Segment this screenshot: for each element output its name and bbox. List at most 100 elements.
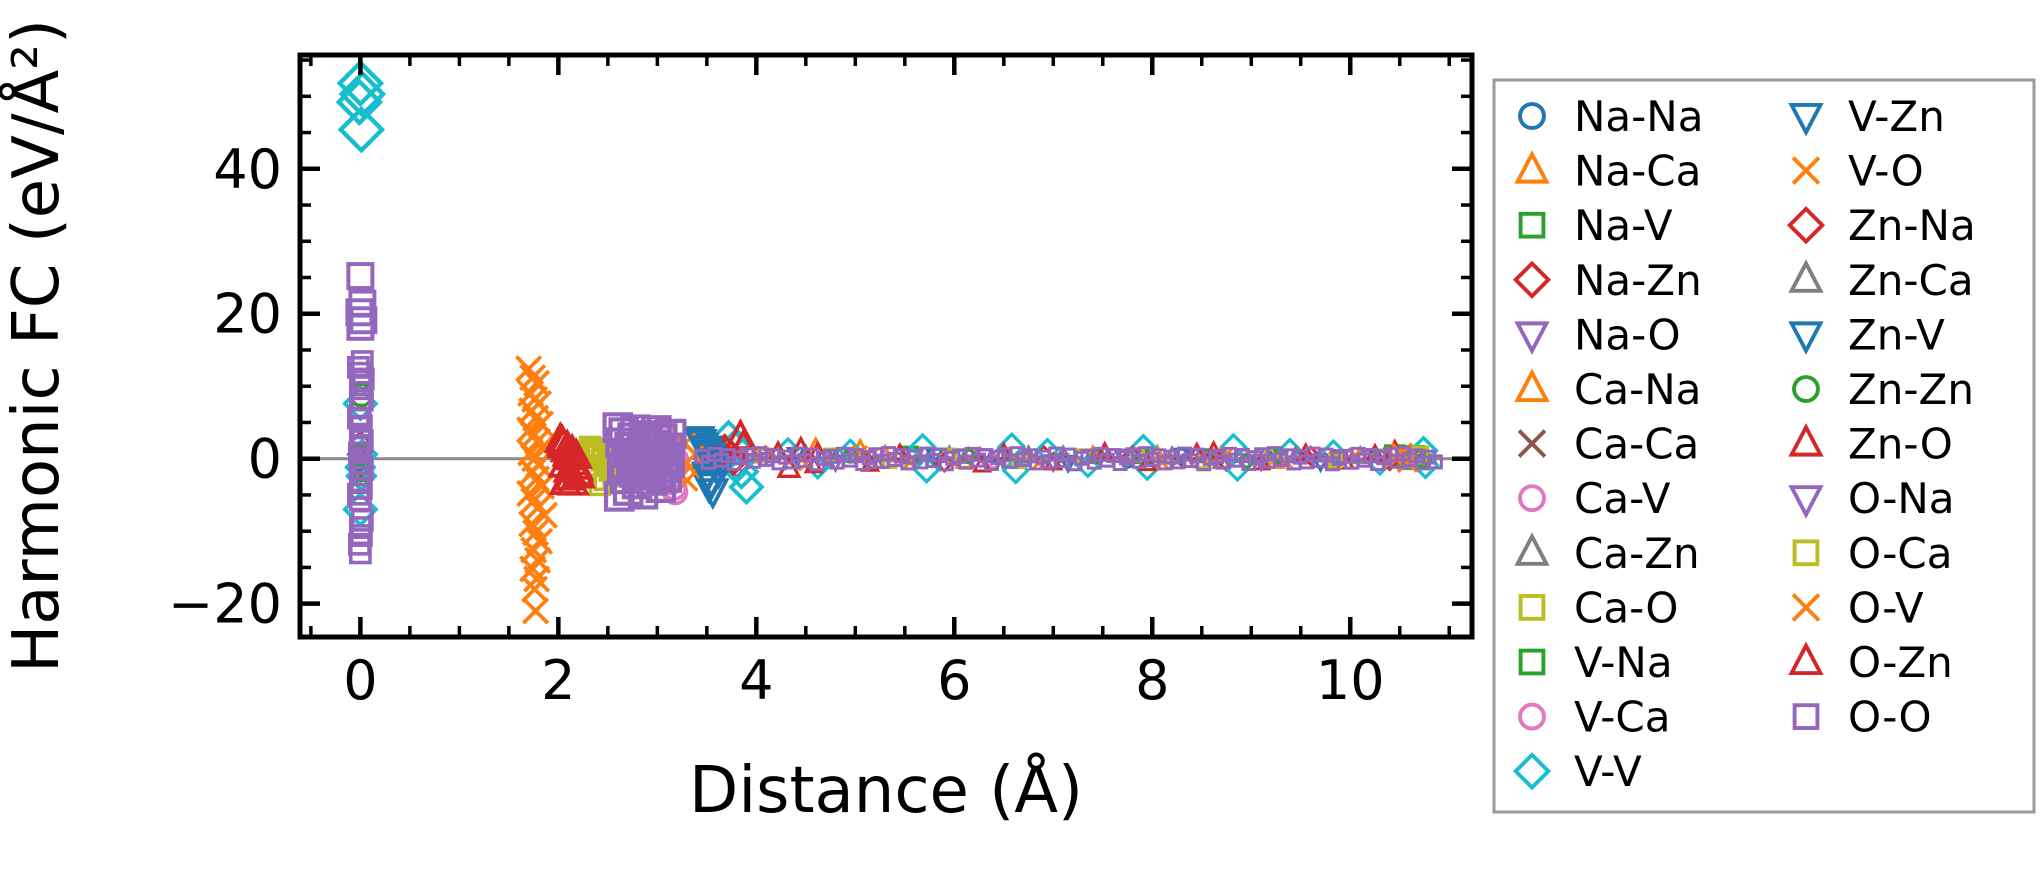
- legend-item-O-O: O-O: [1792, 693, 1932, 742]
- square-marker: [349, 477, 373, 500]
- circle-marker: [1518, 702, 1546, 731]
- legend-label: O-Na: [1848, 474, 1955, 523]
- square-marker: [350, 429, 374, 452]
- legend-label: V-Na: [1574, 638, 1673, 687]
- legend-item-V-Zn: V-Zn: [1788, 92, 1945, 141]
- x-marker: [521, 575, 549, 603]
- square-marker: [350, 350, 374, 373]
- legend-item-O-Zn: O-Zn: [1788, 638, 1953, 687]
- legend-label: Zn-Zn: [1848, 365, 1974, 414]
- x-tick-label: 8: [1135, 649, 1169, 712]
- legend-item-Zn-V: Zn-V: [1788, 310, 1945, 359]
- legend-label: Zn-Na: [1848, 201, 1976, 250]
- x-marker: [515, 355, 543, 383]
- triangle-up-marker: [728, 428, 759, 457]
- legend-label: Zn-V: [1848, 310, 1945, 359]
- square-marker: [349, 361, 373, 385]
- legend-label: Na-Ca: [1574, 147, 1701, 196]
- legend-item-O-Na: O-Na: [1788, 474, 1955, 523]
- scatter-series-V-O: [515, 355, 1364, 625]
- diamond-marker: [1786, 206, 1826, 245]
- x-marker: [530, 501, 559, 529]
- triangle-up-marker: [1788, 641, 1824, 675]
- square-marker: [646, 423, 678, 454]
- circle-marker: [1518, 484, 1546, 513]
- x-marker: [1791, 156, 1821, 185]
- legend-label: Ca-Na: [1574, 365, 1701, 414]
- square-marker: [350, 508, 374, 532]
- square-marker: [649, 441, 681, 473]
- legend-item-O-Ca: O-Ca: [1792, 529, 1952, 578]
- square-marker: [346, 262, 375, 291]
- legend-item-Zn-Ca: Zn-Ca: [1788, 256, 1974, 305]
- legend: Na-Na Na-Ca Na-V Na-Zn Na-O Ca-Na Ca-Ca Ca-V Ca-…: [1492, 78, 2036, 814]
- legend-label: V-V: [1574, 747, 1642, 796]
- square-marker: [348, 373, 372, 397]
- legend-item-Ca-O: Ca-O: [1518, 583, 1678, 632]
- diamond-marker: [1512, 752, 1552, 791]
- legend-item-Ca-Zn: Ca-Zn: [1514, 529, 1700, 578]
- square-marker: [1792, 703, 1820, 730]
- legend-label: Na-V: [1574, 201, 1673, 250]
- legend-label: Ca-V: [1574, 474, 1671, 523]
- triangle-down-marker: [1788, 485, 1824, 519]
- legend-label: O-Zn: [1848, 638, 1953, 687]
- legend-item-O-V: O-V: [1791, 583, 1924, 632]
- triangle-down-marker: [694, 468, 729, 501]
- x-marker: [520, 487, 548, 515]
- triangle-up-marker: [556, 463, 591, 496]
- legend-label: O-V: [1848, 583, 1924, 632]
- legend-item-Na-Zn: Na-Zn: [1512, 256, 1702, 305]
- x-marker: [519, 458, 547, 486]
- square-marker: [1792, 539, 1820, 567]
- square-marker: [347, 355, 370, 379]
- diamond-marker: [336, 59, 385, 108]
- legend-item-Ca-Na: Ca-Na: [1514, 365, 1701, 414]
- triangle-up-marker: [1137, 451, 1158, 472]
- triangle-up-marker: [1788, 423, 1824, 457]
- legend-label: Ca-Zn: [1574, 529, 1700, 578]
- scatter-series-layer: [335, 59, 1443, 625]
- legend-item-Zn-Zn: Zn-Zn: [1792, 365, 1974, 414]
- legend-item-V-V: V-V: [1512, 747, 1642, 796]
- legend-item-Ca-V: Ca-V: [1518, 474, 1671, 523]
- legend-item-Na-Ca: Na-Ca: [1514, 147, 1701, 196]
- diamond-marker: [335, 78, 384, 126]
- diamond-marker: [1512, 260, 1552, 299]
- x-axis-label: Distance (Å): [689, 752, 1083, 828]
- y-tick-label: 20: [213, 283, 282, 346]
- legend-label: Na-Zn: [1574, 256, 1702, 305]
- legend-label: Na-O: [1574, 310, 1681, 359]
- legend-item-Na-V: Na-V: [1518, 201, 1673, 250]
- triangle-up-marker: [1788, 259, 1824, 293]
- legend-label: Zn-O: [1848, 420, 1953, 469]
- legend-item-Na-O: Na-O: [1514, 310, 1681, 359]
- legend-label: O-Ca: [1848, 529, 1952, 578]
- x-marker: [1791, 593, 1821, 622]
- circle-marker: [1792, 375, 1820, 403]
- legend-item-V-O: V-O: [1791, 147, 1924, 196]
- legend-label: Zn-Ca: [1848, 256, 1974, 305]
- triangle-down-marker: [1788, 321, 1824, 355]
- x-tick-label: 2: [541, 649, 575, 712]
- legend-item-Zn-O: Zn-O: [1788, 420, 1953, 469]
- square-marker: [346, 312, 375, 341]
- legend-label: O-O: [1848, 693, 1932, 742]
- square-marker: [345, 298, 374, 327]
- x-tick-label: 10: [1316, 649, 1385, 712]
- diamond-marker: [338, 70, 387, 118]
- diamond-marker: [728, 468, 765, 506]
- legend-label: V-Ca: [1574, 693, 1671, 742]
- scatter-series-O-O: [345, 262, 1443, 565]
- tick-labels-layer: 0 2 4 6 8 10 −20 0 20 40: [168, 138, 1385, 712]
- axis-ticks-layer: [300, 55, 1472, 637]
- legend-item-V-Ca: V-Ca: [1518, 693, 1671, 742]
- triangle-up-marker: [1514, 150, 1550, 184]
- x-marker: [522, 597, 550, 625]
- triangle-up-marker: [1514, 532, 1550, 566]
- square-marker: [1518, 648, 1546, 676]
- x-tick-label: 6: [937, 649, 971, 712]
- legend-item-V-Na: V-Na: [1518, 638, 1673, 687]
